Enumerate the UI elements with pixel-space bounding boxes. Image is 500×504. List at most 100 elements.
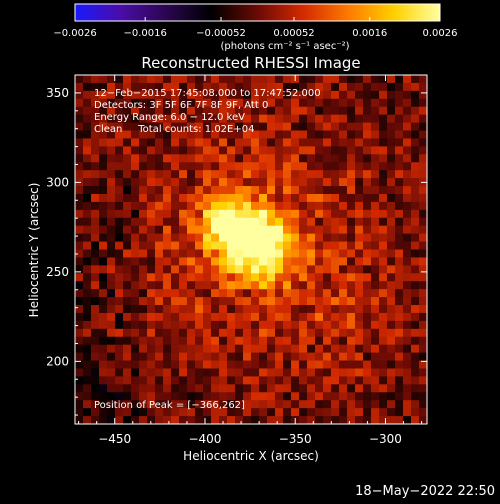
heatmap-cell	[139, 384, 148, 393]
heatmap-cell	[99, 241, 108, 250]
heatmap-cell	[227, 138, 236, 147]
heatmap-cell	[363, 82, 372, 92]
heatmap-cell	[379, 416, 388, 424]
heatmap-cell	[403, 257, 412, 266]
heatmap-cell	[355, 360, 364, 369]
heatmap-cell	[131, 344, 140, 354]
heatmap-cell	[355, 368, 364, 377]
heatmap-cell	[387, 170, 396, 179]
heatmap-cell	[179, 178, 188, 187]
heatmap-cell	[211, 384, 220, 393]
heatmap-cell	[403, 352, 412, 361]
heatmap-cell	[299, 376, 308, 385]
heatmap-cell	[371, 305, 380, 314]
heatmap-cell	[187, 376, 196, 385]
heatmap-cell	[275, 241, 284, 250]
heatmap-cell	[403, 297, 412, 306]
heatmap-cell	[235, 265, 244, 274]
heatmap-cell	[123, 257, 132, 266]
heatmap-cell	[91, 154, 100, 163]
heatmap-cell	[227, 320, 236, 330]
heatmap-cell	[283, 352, 292, 361]
heatmap-cell	[411, 312, 420, 322]
heatmap-cell	[395, 178, 404, 187]
heatmap-cell	[307, 416, 316, 424]
heatmap-cell	[259, 82, 268, 92]
heatmap-cell	[219, 312, 228, 322]
heatmap-cell	[219, 241, 228, 250]
heatmap-cell	[123, 233, 132, 242]
heatmap-cell	[211, 249, 220, 258]
heatmap-cell	[347, 130, 356, 139]
heatmap-cell	[243, 305, 252, 314]
heatmap-cell	[379, 320, 388, 330]
heatmap-cell	[371, 193, 380, 203]
heatmap-cell	[371, 352, 380, 361]
heatmap-cell	[243, 281, 252, 290]
heatmap-cell	[179, 376, 188, 385]
heatmap-cell	[251, 114, 260, 123]
heatmap-cell	[323, 336, 332, 346]
heatmap-cell	[187, 225, 196, 235]
heatmap-cell	[75, 170, 84, 179]
heatmap-cell	[283, 336, 292, 346]
heatmap-cell	[307, 186, 316, 195]
heatmap-cell	[419, 162, 427, 171]
heatmap-cell	[331, 312, 340, 322]
heatmap-cell	[155, 344, 164, 354]
heatmap-cell	[307, 201, 316, 211]
heatmap-cell	[331, 209, 340, 219]
heatmap-cell	[387, 273, 396, 282]
heatmap-cell	[395, 193, 404, 203]
heatmap-cell	[323, 408, 332, 417]
heatmap-cell	[403, 289, 412, 298]
heatmap-cell	[115, 162, 124, 171]
heatmap-cell	[331, 400, 340, 409]
heatmap-cell	[83, 130, 92, 139]
heatmap-cell	[243, 360, 252, 369]
heatmap-cell	[139, 209, 148, 219]
heatmap-cell	[155, 154, 164, 163]
heatmap-cell	[99, 225, 108, 235]
heatmap-cell	[243, 193, 252, 203]
heatmap-cell	[283, 376, 292, 385]
heatmap-cell	[187, 344, 196, 354]
heatmap-cell	[107, 360, 116, 369]
heatmap-cell	[99, 328, 108, 338]
heatmap-cell	[371, 154, 380, 163]
heatmap-cell	[371, 75, 380, 84]
heatmap-cell	[251, 75, 260, 84]
heatmap-cell	[203, 281, 212, 290]
heatmap-cell	[259, 209, 268, 219]
heatmap-cell	[283, 408, 292, 417]
heatmap-cell	[147, 225, 156, 235]
heatmap-cell	[131, 312, 140, 322]
heatmap-cell	[347, 273, 356, 282]
heatmap-cell	[139, 114, 148, 123]
heatmap-cell	[323, 297, 332, 306]
heatmap-cell	[379, 114, 388, 123]
heatmap-cell	[115, 98, 124, 108]
heatmap-cell	[171, 209, 180, 219]
heatmap-cell	[331, 265, 340, 274]
heatmap-cell	[171, 138, 180, 147]
heatmap-cell	[115, 328, 124, 338]
heatmap-cell	[123, 384, 132, 393]
heatmap-cell	[419, 320, 427, 330]
heatmap-cell	[171, 75, 180, 84]
heatmap-cell	[283, 90, 292, 100]
heatmap-cell	[259, 217, 268, 227]
heatmap-cell	[139, 265, 148, 274]
heatmap-cell	[411, 201, 420, 211]
heatmap-cell	[387, 82, 396, 92]
heatmap-cell	[75, 90, 84, 100]
heatmap-cell	[147, 297, 156, 306]
heatmap-cell	[307, 209, 316, 219]
heatmap-cell	[275, 408, 284, 417]
heatmap-cell	[251, 130, 260, 139]
heatmap-cell	[179, 170, 188, 179]
heatmap-cell	[315, 305, 324, 314]
heatmap-cell	[259, 344, 268, 354]
heatmap-cell	[275, 297, 284, 306]
heatmap-cell	[131, 392, 140, 401]
